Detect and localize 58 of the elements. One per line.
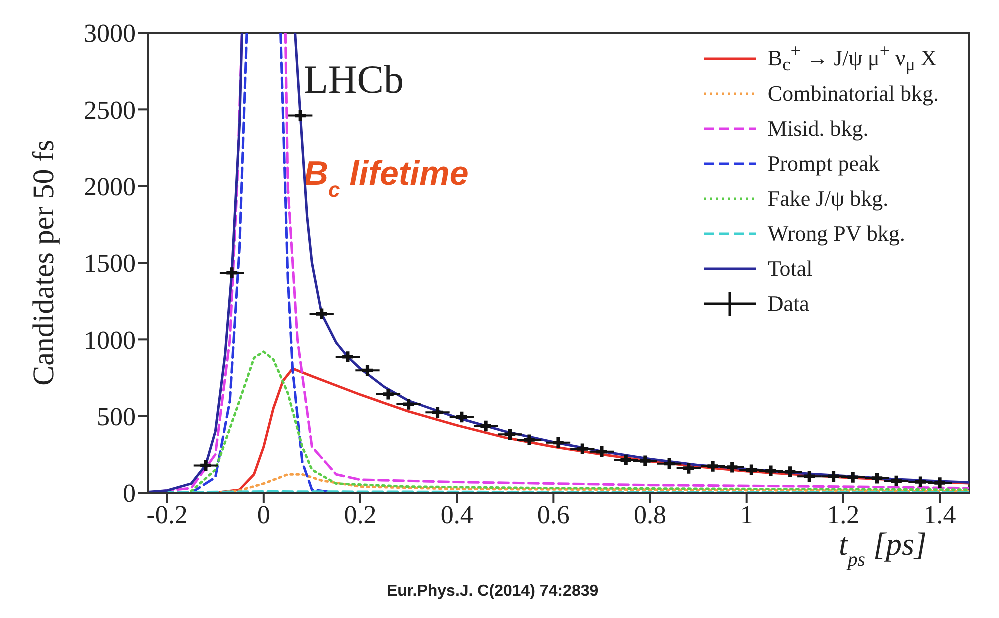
point (553, 437, 564, 448)
x-tick-label: 0 (257, 500, 270, 530)
legend-label: Wrong PV bkg. (768, 220, 906, 246)
point (383, 389, 394, 400)
point (872, 473, 883, 484)
y-axis-title: Candidates per 50 fs (28, 140, 61, 386)
point (766, 466, 776, 476)
point (480, 420, 492, 432)
annotation: B$_{c}$ lifetime (304, 154, 469, 202)
y-tick-label: 1500 (84, 249, 136, 278)
x-tick-label: -0.2 (146, 500, 188, 530)
point (456, 412, 468, 423)
legend-label: Fake J/ψ bkg. (768, 186, 889, 212)
point (524, 434, 535, 446)
text: Eur.Phys.J. C(2014) 74:2839 (386, 583, 599, 600)
point (200, 460, 212, 472)
y-tick-label: 2000 (84, 172, 136, 202)
point (504, 429, 516, 440)
annotation: LHCb (304, 56, 404, 102)
y-tick-label: 3000 (84, 19, 136, 48)
point (746, 464, 758, 476)
legend-label: Data (768, 290, 810, 316)
point (848, 472, 858, 483)
point (596, 446, 608, 458)
x-tick-label: 1 (740, 500, 754, 530)
x-tick-label: 0.2 (344, 500, 377, 530)
point (226, 268, 238, 278)
point (934, 478, 946, 488)
point (726, 462, 738, 473)
legend-label: Misid. bkg. (768, 116, 869, 142)
point (295, 110, 306, 122)
point (432, 407, 444, 418)
point (915, 476, 926, 488)
y-tick-label: 1000 (84, 326, 136, 355)
point (640, 456, 651, 466)
y-tick-label: 0 (123, 479, 136, 508)
legend-label: Prompt peak (768, 150, 880, 176)
x-tick-label: 0.4 (440, 500, 474, 530)
point (684, 463, 694, 474)
x-tick-label: 0.8 (634, 500, 667, 530)
point (828, 471, 840, 482)
legend-label: B$_{c}$$^{+}$ → J/ψ μ$^{+}$ ν$_{μ}$ X (768, 41, 937, 76)
point (403, 399, 414, 410)
y-tick-label: 500 (97, 402, 136, 432)
point (804, 471, 815, 482)
point (891, 476, 902, 487)
point (620, 454, 632, 466)
x-tick-label: 0.6 (537, 500, 570, 530)
point (577, 444, 588, 455)
point (362, 365, 374, 376)
legend-label: Total (768, 256, 813, 282)
point (784, 466, 796, 478)
point (316, 308, 328, 320)
point (664, 458, 675, 470)
legend-label: Combinatorial bkg. (768, 80, 939, 106)
y-tick-label: 2500 (84, 96, 136, 125)
point (342, 352, 354, 362)
point (708, 461, 718, 472)
